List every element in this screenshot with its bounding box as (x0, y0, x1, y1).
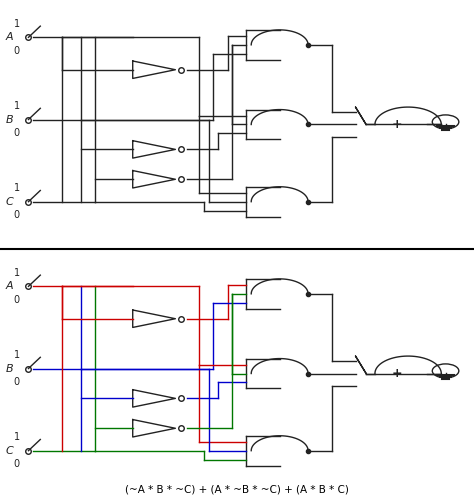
Text: +: + (392, 367, 402, 380)
Text: 1: 1 (14, 183, 19, 193)
Text: 1: 1 (14, 267, 19, 278)
Text: B: B (6, 115, 13, 124)
Text: +: + (392, 118, 402, 131)
Text: B: B (6, 364, 13, 374)
Text: 1: 1 (14, 18, 19, 29)
Text: 1: 1 (14, 350, 19, 360)
Text: 0: 0 (14, 377, 19, 387)
Text: 0: 0 (14, 459, 19, 470)
Text: 0: 0 (14, 295, 19, 305)
Text: C: C (6, 446, 13, 456)
Text: 1: 1 (14, 432, 19, 442)
Text: 0: 0 (14, 210, 19, 221)
Text: 0: 0 (14, 46, 19, 56)
Text: A: A (6, 32, 13, 42)
Text: (~A * B * ~C) + (A * ~B * ~C) + (A * B * C): (~A * B * ~C) + (A * ~B * ~C) + (A * B *… (125, 484, 349, 494)
Text: A: A (6, 281, 13, 291)
Text: 1: 1 (14, 101, 19, 111)
Text: 0: 0 (14, 128, 19, 138)
Text: C: C (6, 197, 13, 207)
